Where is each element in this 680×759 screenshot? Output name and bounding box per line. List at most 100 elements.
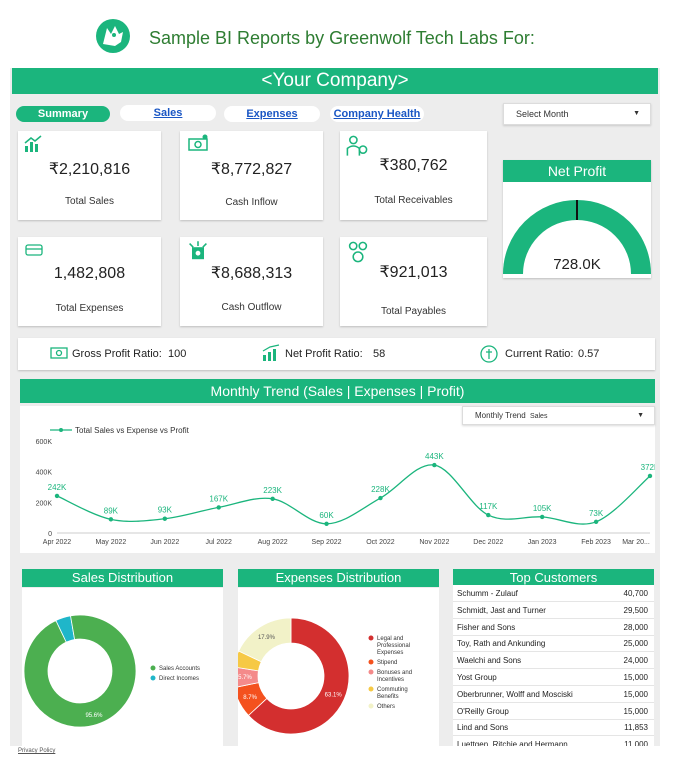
kpi-label: Cash Outflow	[221, 302, 282, 313]
sales-distribution-chart: 95.6% Sales Accounts Direct Incomes	[23, 614, 200, 728]
month-select[interactable]: Select Month ▼	[503, 103, 651, 125]
legend-label: Direct Incomes	[159, 676, 199, 682]
kpi-label: Total Expenses	[55, 303, 124, 314]
customer-value: 15,000	[623, 706, 648, 716]
customer-name: Toy, Rath and Ankunding	[457, 639, 546, 649]
x-tick-label: Mar 20...	[622, 539, 650, 546]
kpi-value: ₹8,772,827	[210, 161, 293, 178]
customer-name: Luettgen, Ritchie and Hermann	[457, 740, 568, 746]
legend-dot	[368, 659, 374, 665]
net-profit-ratio-value: 58	[373, 348, 386, 360]
sales-distribution-panel: 95.6% Sales Accounts Direct Incomes	[22, 588, 223, 746]
gross-profit-icon	[50, 347, 68, 359]
data-label: 167K	[209, 494, 228, 503]
data-label: 223K	[263, 486, 282, 495]
legend-dot	[368, 686, 374, 692]
legend-marker	[59, 428, 63, 432]
x-tick-label: Oct 2022	[366, 539, 395, 546]
data-point	[54, 493, 60, 499]
data-label: 105K	[533, 504, 552, 513]
legend-label: Benefits	[377, 694, 399, 700]
slice-label: 8.7%	[243, 695, 257, 701]
bar-chart-icon	[24, 135, 42, 152]
wolf-logo-icon	[96, 19, 130, 53]
kpi-value: ₹2,210,816	[48, 161, 131, 178]
table-row: Schmidt, Jast and Turner 29,500	[453, 602, 654, 619]
kpi-card-total-receivables: ₹380,762 Total Receivables	[340, 131, 487, 220]
tab-summary[interactable]: Summary	[16, 106, 110, 122]
customer-value: 24,000	[623, 656, 648, 666]
kpi-value: ₹8,688,313	[210, 265, 293, 282]
customer-value: 11,000	[624, 740, 648, 746]
net-profit-ratio-label: Net Profit Ratio:	[285, 348, 363, 360]
data-point	[162, 516, 168, 521]
data-label: 73K	[589, 509, 604, 518]
gross-profit-label: Gross Profit Ratio:	[72, 348, 162, 360]
pie-slice	[23, 614, 137, 728]
privacy-policy-link[interactable]: Privacy Policy	[18, 748, 56, 754]
kpi-label: Total Receivables	[374, 195, 453, 206]
tab-expenses[interactable]: Expenses	[224, 106, 320, 122]
expenses-distribution-panel: 63.1% 8.7% 5.7% 17.9% Legal and Professional E…	[238, 588, 439, 746]
company-banner: <Your Company>	[12, 68, 658, 94]
chevron-down-icon: ▼	[633, 110, 640, 117]
x-tick-label: Aug 2022	[258, 539, 288, 546]
monthly-trend-title: Monthly Trend (Sales | Expenses | Profit…	[20, 379, 655, 403]
report-title: Sample BI Reports by Greenwolf Tech Labs…	[149, 28, 535, 48]
report-canvas: Sample BI Reports by Greenwolf Tech Labs…	[10, 8, 660, 746]
kpi-value: 1,482,808	[53, 265, 126, 282]
customer-name: Lind and Sons	[457, 723, 509, 733]
customer-value: 11,853	[624, 723, 648, 733]
data-label: 228K	[371, 485, 390, 494]
data-label: 89K	[104, 506, 119, 515]
customer-value: 40,700	[623, 589, 648, 598]
current-ratio-value: 0.57	[578, 348, 600, 360]
customer-value: 29,500	[623, 605, 648, 615]
kpi-label: Cash Inflow	[225, 197, 278, 208]
customer-name: Schmidt, Jast and Turner	[457, 605, 546, 615]
legend-label: Stipend	[377, 660, 397, 666]
cash-outflow-icon	[189, 241, 207, 260]
legend-label: Professional	[377, 643, 410, 649]
kpi-card-cash-outflow: ₹8,688,313 Cash Outflow	[180, 237, 323, 326]
pie-slice	[247, 617, 350, 735]
tab-company-health[interactable]: Company Health	[330, 106, 424, 122]
monthly-trend-select[interactable]: Monthly Trend Sales ▼	[462, 406, 655, 425]
kpi-card-cash-inflow: ₹8,772,827 Cash Inflow	[180, 131, 323, 220]
y-tick-label: 600K	[36, 439, 53, 446]
monthly-trend-panel: Monthly Trend Sales ▼ Total Sales vs Exp…	[20, 406, 655, 553]
top-customers-title: Top Customers	[453, 569, 654, 587]
y-tick-label: 400K	[36, 470, 53, 477]
tab-sales[interactable]: Sales	[120, 105, 216, 121]
card-payment-icon	[25, 244, 43, 256]
data-label: 242K	[48, 483, 67, 492]
receivables-icon	[346, 135, 368, 156]
slice-label: 5.7%	[238, 675, 252, 681]
net-profit-card: Net Profit 728.0K	[503, 160, 651, 278]
legend-label: Sales Accounts	[159, 666, 200, 672]
data-point	[432, 462, 437, 468]
monthly-trend-chart: Total Sales vs Expense vs Profit 0 200K 400…	[36, 426, 655, 546]
ratio-bar: Gross Profit Ratio: 100 Net Profit Ratio…	[18, 338, 655, 370]
table-row: Toy, Rath and Ankunding 25,000	[453, 635, 654, 653]
legend-label: Legal and	[377, 636, 403, 642]
customer-name: Fisher and Sons	[457, 622, 516, 632]
x-tick-label: Dec 2022	[473, 539, 503, 546]
data-point	[270, 496, 275, 502]
legend-dot	[150, 675, 156, 681]
current-ratio-icon	[480, 345, 498, 363]
pie-slice	[238, 617, 292, 663]
data-label: 93K	[158, 506, 173, 515]
kpi-label: Total Payables	[380, 306, 447, 317]
kpi-card-total-sales: ₹2,210,816 Total Sales	[18, 131, 161, 220]
table-row: Lind and Sons 11,853	[453, 719, 654, 737]
data-label: 60K	[319, 511, 334, 520]
monthly-trend-select-label: Monthly Trend	[475, 411, 526, 420]
slice-label: 63.1%	[325, 692, 343, 698]
data-point	[378, 495, 383, 501]
x-tick-label: May 2022	[96, 539, 127, 546]
monthly-trend-select-value: Sales	[529, 413, 548, 420]
x-tick-label: Apr 2022	[43, 539, 72, 546]
expenses-distribution-title: Expenses Distribution	[238, 569, 439, 587]
x-tick-label: Jan 2023	[528, 539, 557, 546]
